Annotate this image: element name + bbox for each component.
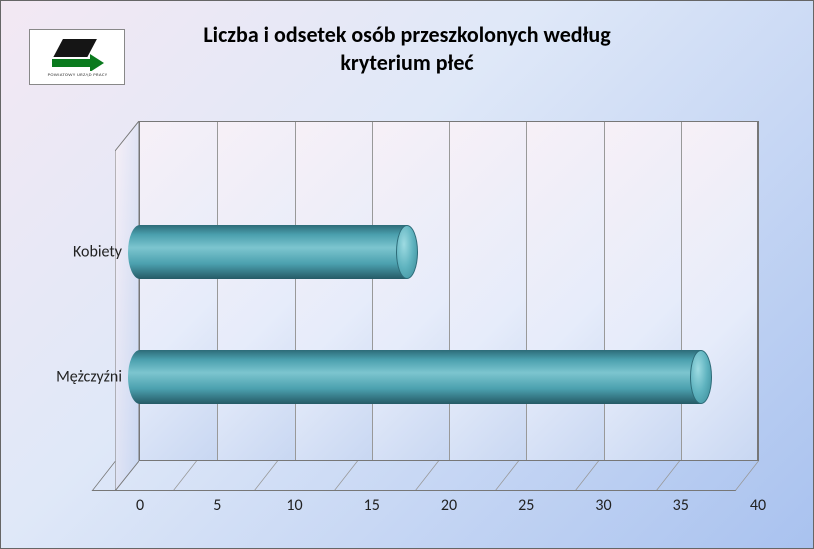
floor-grid [576, 461, 600, 490]
floor-grid [415, 461, 439, 490]
chart-title: Liczba i odsetek osób przeszkolonych wed… [1, 21, 813, 76]
x-tick-30: 30 [595, 496, 611, 515]
chart-title-line2: kryterium płeć [340, 49, 473, 76]
plot-back-wall: Kobiety Mężczyźni 0 5 10 15 20 25 30 35 … [139, 121, 759, 461]
x-tick-40: 40 [750, 496, 766, 515]
floor-grid [334, 461, 358, 490]
floor-grid [174, 461, 198, 490]
bar-kobiety [128, 225, 407, 279]
floor-grid [735, 461, 759, 490]
x-tick-5: 5 [213, 496, 221, 515]
y-axis-label-kobiety: Kobiety [73, 243, 122, 262]
floor-grid [254, 461, 278, 490]
grid-pane [681, 122, 758, 460]
floor-grid [656, 461, 680, 490]
grid-pane [449, 122, 526, 460]
x-tick-0: 0 [136, 496, 144, 515]
chart-title-line1: Liczba i odsetek osób przeszkolonych wed… [203, 21, 610, 48]
grid-pane [526, 122, 603, 460]
x-tick-15: 15 [364, 496, 380, 515]
x-tick-25: 25 [518, 496, 534, 515]
grid-pane [295, 122, 372, 460]
plot-floor [92, 461, 759, 491]
bar-cap [690, 350, 712, 404]
floor-grid [495, 461, 519, 490]
grid-pane [604, 122, 681, 460]
x-tick-35: 35 [673, 496, 689, 515]
chart-container: POWIATOWY URZĄD PRACY Liczba i odsetek o… [0, 0, 814, 549]
plot-area: Kobiety Mężczyźni 0 5 10 15 20 25 30 35 … [139, 121, 759, 511]
plot-side-wall [115, 121, 139, 491]
grid-pane [372, 122, 449, 460]
bar-cap [396, 225, 418, 279]
grid-pane [217, 122, 294, 460]
x-tick-10: 10 [286, 496, 302, 515]
bar-mezczyzni [128, 350, 701, 404]
x-tick-20: 20 [441, 496, 457, 515]
bar-body [128, 225, 407, 279]
grid-pane [140, 122, 217, 460]
bar-body [128, 350, 701, 404]
y-axis-label-mezczyzni: Mężczyźni [56, 368, 122, 387]
